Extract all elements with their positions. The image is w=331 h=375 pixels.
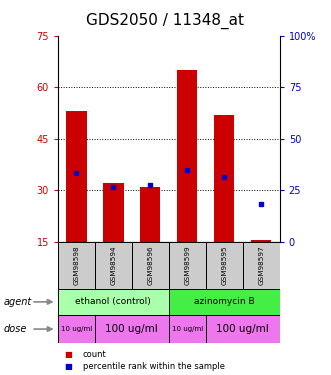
Text: GSM98598: GSM98598 — [73, 246, 79, 285]
Bar — [169, 242, 206, 289]
Bar — [140, 187, 161, 242]
Text: 100 ug/ml: 100 ug/ml — [106, 324, 158, 334]
Bar — [206, 315, 280, 343]
Bar — [214, 115, 234, 242]
Text: ethanol (control): ethanol (control) — [75, 297, 151, 306]
Bar — [251, 240, 271, 242]
Bar — [103, 183, 123, 242]
Text: dose: dose — [3, 324, 27, 334]
Bar — [132, 242, 169, 289]
Bar — [243, 242, 280, 289]
Text: 10 ug/ml: 10 ug/ml — [61, 326, 92, 332]
Text: 100 ug/ml: 100 ug/ml — [216, 324, 269, 334]
Text: 10 ug/ml: 10 ug/ml — [172, 326, 203, 332]
Bar — [66, 111, 87, 242]
Text: GSM98599: GSM98599 — [184, 246, 190, 285]
Text: GSM98594: GSM98594 — [110, 246, 117, 285]
Text: ■: ■ — [65, 350, 72, 359]
Text: count: count — [83, 350, 107, 359]
Bar — [95, 242, 132, 289]
Text: agent: agent — [3, 297, 31, 307]
Text: GSM98595: GSM98595 — [221, 246, 227, 285]
Text: GSM98596: GSM98596 — [147, 246, 153, 285]
Text: percentile rank within the sample: percentile rank within the sample — [83, 362, 225, 371]
Bar — [169, 289, 280, 315]
Text: azinomycin B: azinomycin B — [194, 297, 255, 306]
Text: GDS2050 / 11348_at: GDS2050 / 11348_at — [86, 13, 245, 29]
Bar — [206, 242, 243, 289]
Bar — [58, 315, 95, 343]
Bar — [58, 242, 95, 289]
Text: GSM98597: GSM98597 — [258, 246, 264, 285]
Text: ■: ■ — [65, 362, 72, 371]
Bar — [169, 315, 206, 343]
Bar — [177, 70, 198, 242]
Bar — [95, 315, 169, 343]
Bar — [58, 289, 169, 315]
